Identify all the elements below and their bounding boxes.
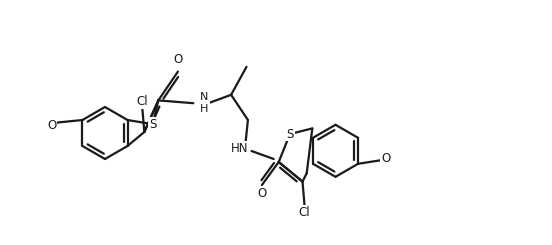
Text: O: O (381, 152, 391, 165)
Text: S: S (286, 127, 294, 140)
Text: S: S (149, 118, 156, 131)
Text: O: O (47, 119, 56, 132)
Text: Cl: Cl (136, 95, 148, 108)
Text: O: O (257, 186, 267, 199)
Text: O: O (173, 53, 183, 66)
Text: N
H: N H (200, 92, 209, 114)
Text: Cl: Cl (299, 206, 310, 219)
Text: HN: HN (231, 142, 248, 155)
